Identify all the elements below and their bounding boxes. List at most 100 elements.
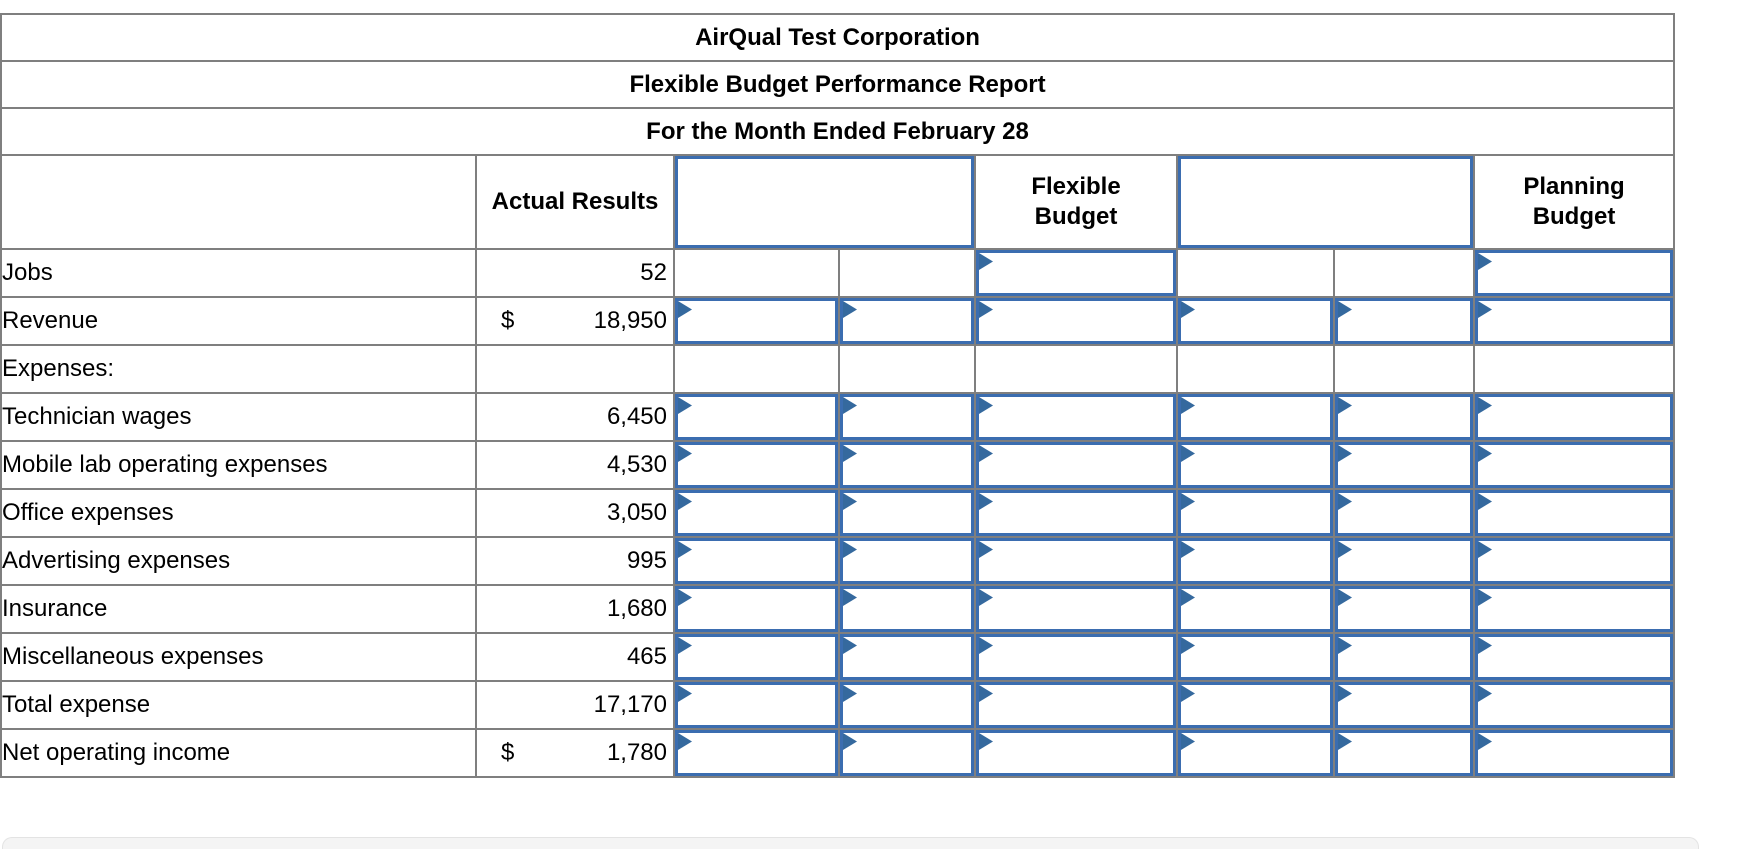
input-net-operating-income-planning-budget[interactable] xyxy=(1475,730,1674,776)
input-total-expense-variance-2[interactable] xyxy=(1178,682,1333,728)
input-advertising-planning-budget[interactable] xyxy=(1475,538,1674,584)
input-office-expenses-planning-budget[interactable] xyxy=(1475,490,1674,536)
input-advertising-variance-1[interactable] xyxy=(675,538,838,584)
actual-technician-wages-value: 6,450 xyxy=(475,392,675,442)
input-flag-icon xyxy=(843,445,857,462)
input-flag-icon xyxy=(1478,301,1492,318)
input-flag-icon xyxy=(1338,637,1352,654)
input-insurance-planning-budget[interactable] xyxy=(1475,586,1674,632)
actual-jobs-value: 52 xyxy=(475,248,675,298)
variance-header-cell-2 xyxy=(1176,154,1475,250)
input-flag-icon xyxy=(1478,397,1492,414)
input-insurance-fu-1[interactable] xyxy=(840,586,974,632)
input-flag-icon xyxy=(678,397,692,414)
input-jobs-planning-budget[interactable] xyxy=(1475,250,1674,296)
input-flag-icon xyxy=(1338,589,1352,606)
input-flag-icon xyxy=(678,445,692,462)
corner-blank-cell xyxy=(0,154,477,250)
input-mobile-lab-variance-1[interactable] xyxy=(675,442,838,488)
input-flag-icon xyxy=(1478,493,1492,510)
input-mobile-lab-variance-2[interactable] xyxy=(1178,442,1333,488)
input-advertising-fu-2[interactable] xyxy=(1335,538,1473,584)
blank-cell xyxy=(974,344,1178,394)
variance-header-input-1[interactable] xyxy=(675,156,974,248)
input-miscellaneous-variance-1[interactable] xyxy=(675,634,838,680)
input-office-expenses-fu-1[interactable] xyxy=(840,490,974,536)
row-label-total-expense: Total expense xyxy=(0,680,477,730)
input-total-expense-fu-1[interactable] xyxy=(840,682,974,728)
input-advertising-flexible-budget[interactable] xyxy=(976,538,1176,584)
input-net-operating-income-fu-2[interactable] xyxy=(1335,730,1473,776)
input-advertising-variance-2[interactable] xyxy=(1178,538,1333,584)
input-flag-icon xyxy=(1338,397,1352,414)
input-total-expense-fu-2[interactable] xyxy=(1335,682,1473,728)
input-flag-icon xyxy=(1478,685,1492,702)
report-period-title: For the Month Ended February 28 xyxy=(0,107,1676,156)
row-label-office-expenses: Office expenses xyxy=(0,488,477,538)
input-flag-icon xyxy=(1338,493,1352,510)
input-miscellaneous-planning-budget[interactable] xyxy=(1475,634,1674,680)
row-label-mobile-lab-operating-expenses: Mobile lab operating expenses xyxy=(0,440,477,490)
input-office-expenses-variance-2[interactable] xyxy=(1178,490,1333,536)
input-mobile-lab-fu-2[interactable] xyxy=(1335,442,1473,488)
input-flag-icon xyxy=(1478,541,1492,558)
input-flag-icon xyxy=(843,685,857,702)
input-flag-icon xyxy=(979,445,993,462)
input-miscellaneous-flexible-budget[interactable] xyxy=(976,634,1176,680)
input-jobs-flexible-budget[interactable] xyxy=(976,250,1176,296)
row-label-miscellaneous-expenses: Miscellaneous expenses xyxy=(0,632,477,682)
blank-cell xyxy=(838,248,976,298)
report-name-title: Flexible Budget Performance Report xyxy=(0,60,1676,109)
input-flag-icon xyxy=(979,685,993,702)
input-flag-icon xyxy=(843,733,857,750)
input-miscellaneous-fu-2[interactable] xyxy=(1335,634,1473,680)
input-insurance-fu-2[interactable] xyxy=(1335,586,1473,632)
input-flag-icon xyxy=(1478,253,1492,270)
input-office-expenses-flexible-budget[interactable] xyxy=(976,490,1176,536)
input-revenue-variance-1[interactable] xyxy=(675,298,838,344)
input-revenue-fu-1[interactable] xyxy=(840,298,974,344)
input-miscellaneous-fu-1[interactable] xyxy=(840,634,974,680)
input-net-operating-income-variance-1[interactable] xyxy=(675,730,838,776)
input-mobile-lab-fu-1[interactable] xyxy=(840,442,974,488)
input-revenue-fu-2[interactable] xyxy=(1335,298,1473,344)
input-insurance-variance-2[interactable] xyxy=(1178,586,1333,632)
input-insurance-variance-1[interactable] xyxy=(675,586,838,632)
input-miscellaneous-variance-2[interactable] xyxy=(1178,634,1333,680)
input-office-expenses-fu-2[interactable] xyxy=(1335,490,1473,536)
next-section-panel-edge xyxy=(2,837,1699,849)
input-total-expense-variance-1[interactable] xyxy=(675,682,838,728)
input-net-operating-income-fu-1[interactable] xyxy=(840,730,974,776)
input-revenue-flexible-budget[interactable] xyxy=(976,298,1176,344)
input-flag-icon xyxy=(678,541,692,558)
row-label-technician-wages: Technician wages xyxy=(0,392,477,442)
input-technician-wages-fu-1[interactable] xyxy=(840,394,974,440)
input-technician-wages-planning-budget[interactable] xyxy=(1475,394,1674,440)
input-technician-wages-flexible-budget[interactable] xyxy=(976,394,1176,440)
input-office-expenses-variance-1[interactable] xyxy=(675,490,838,536)
input-flag-icon xyxy=(678,637,692,654)
input-flag-icon xyxy=(1338,733,1352,750)
flexible-budget-performance-table: AirQual Test Corporation Flexible Budget… xyxy=(0,13,1676,778)
input-total-expense-planning-budget[interactable] xyxy=(1475,682,1674,728)
input-technician-wages-fu-2[interactable] xyxy=(1335,394,1473,440)
input-net-operating-income-variance-2[interactable] xyxy=(1178,730,1333,776)
input-net-operating-income-flexible-budget[interactable] xyxy=(976,730,1176,776)
actual-net-operating-income-value: $1,780 xyxy=(475,728,675,778)
input-mobile-lab-planning-budget[interactable] xyxy=(1475,442,1674,488)
input-technician-wages-variance-1[interactable] xyxy=(675,394,838,440)
input-flag-icon xyxy=(843,397,857,414)
input-advertising-fu-1[interactable] xyxy=(840,538,974,584)
input-flag-icon xyxy=(1181,733,1195,750)
input-flag-icon xyxy=(1478,733,1492,750)
input-flag-icon xyxy=(1181,589,1195,606)
input-revenue-variance-2[interactable] xyxy=(1178,298,1333,344)
input-insurance-flexible-budget[interactable] xyxy=(976,586,1176,632)
input-mobile-lab-flexible-budget[interactable] xyxy=(976,442,1176,488)
input-total-expense-flexible-budget[interactable] xyxy=(976,682,1176,728)
actual-revenue-value: $18,950 xyxy=(475,296,675,346)
input-technician-wages-variance-2[interactable] xyxy=(1178,394,1333,440)
variance-header-input-2[interactable] xyxy=(1178,156,1473,248)
input-revenue-planning-budget[interactable] xyxy=(1475,298,1674,344)
input-flag-icon xyxy=(1181,301,1195,318)
